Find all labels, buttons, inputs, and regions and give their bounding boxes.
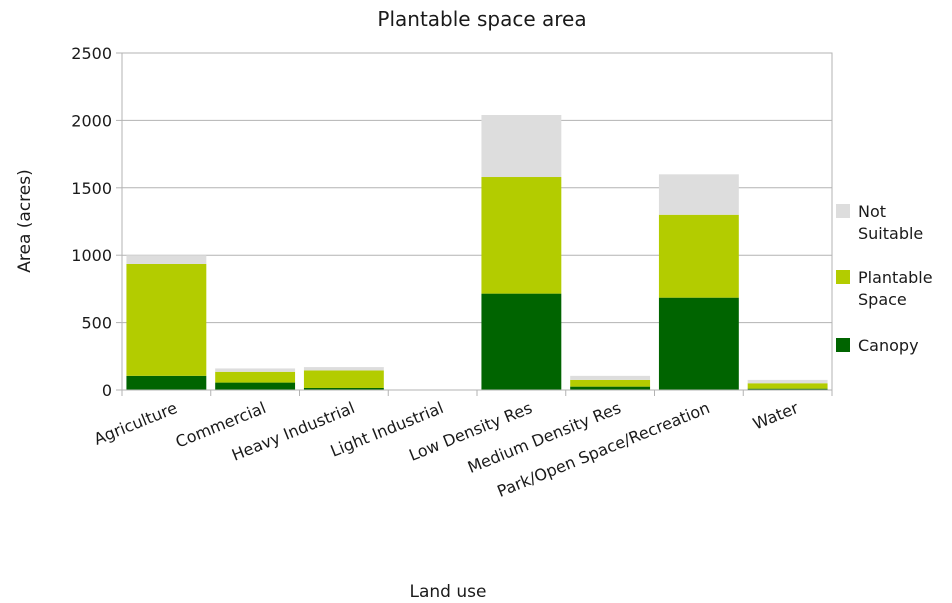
legend-label: Space [858, 290, 907, 309]
bar-segment [747, 379, 828, 384]
y-tick-label: 1000 [71, 246, 112, 265]
legend-label: Suitable [858, 224, 923, 243]
x-axis-title: Land use [410, 582, 487, 602]
y-tick-label: 2000 [71, 111, 112, 130]
bar-segment [658, 214, 739, 298]
y-axis-title: Area (acres) [15, 169, 35, 273]
bar-segment [303, 367, 384, 371]
legend-label: Canopy [858, 336, 919, 355]
legend-label: Not [858, 202, 886, 221]
bar-segment [658, 174, 739, 215]
bar-segment [570, 379, 651, 387]
y-tick-label: 2500 [71, 44, 112, 63]
bar-segment [481, 293, 562, 390]
bar-segment [481, 177, 562, 294]
bar-segment [215, 368, 296, 372]
legend: Not Suitable Plantable Space Canopy [836, 202, 933, 355]
y-axis-ticks: 0 500 1000 1500 2000 2500 [71, 44, 112, 400]
bar-segment [658, 297, 739, 390]
bars [126, 115, 828, 390]
legend-swatch [836, 338, 850, 352]
bar-segment [747, 388, 828, 390]
chart-title: Plantable space area [377, 7, 586, 31]
y-tick-label: 0 [102, 381, 112, 400]
legend-swatch [836, 204, 850, 218]
bar-segment [747, 383, 828, 389]
bar-segment [215, 371, 296, 383]
bar-segment [126, 263, 207, 376]
bar-segment [570, 386, 651, 390]
legend-swatch [836, 270, 850, 284]
bar-segment [215, 382, 296, 390]
bar-segment [570, 375, 651, 380]
legend-label: Plantable [858, 268, 933, 287]
bar-segment [303, 387, 384, 390]
bar-segment [303, 370, 384, 388]
bar-segment [126, 255, 207, 264]
bar-segment [481, 115, 562, 178]
x-category-label: Water [750, 398, 801, 433]
x-category-label: Agriculture [91, 398, 180, 449]
y-tick-label: 1500 [71, 179, 112, 198]
plot-frame [121, 52, 833, 391]
y-tick-label: 500 [81, 314, 112, 333]
bar-segment [126, 375, 207, 390]
